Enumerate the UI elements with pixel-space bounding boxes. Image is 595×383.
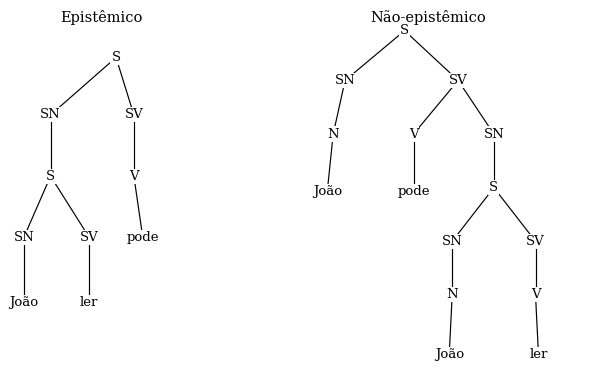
Text: V: V xyxy=(531,288,540,301)
Text: João: João xyxy=(435,348,464,361)
Text: N: N xyxy=(446,288,458,301)
Text: SN: SN xyxy=(484,128,504,141)
Text: SN: SN xyxy=(14,231,34,244)
Text: S: S xyxy=(400,24,409,37)
Text: João: João xyxy=(313,185,342,198)
Text: ler: ler xyxy=(80,296,98,309)
Text: SV: SV xyxy=(526,235,545,248)
Text: V: V xyxy=(409,128,418,141)
Text: Não-epistêmico: Não-epistêmico xyxy=(371,10,486,25)
Text: S: S xyxy=(111,51,121,64)
Text: S: S xyxy=(489,181,499,194)
Text: João: João xyxy=(10,296,38,309)
Text: S: S xyxy=(46,170,55,183)
Text: SV: SV xyxy=(80,231,99,244)
Text: V: V xyxy=(129,170,139,183)
Text: pode: pode xyxy=(397,185,430,198)
Text: SV: SV xyxy=(449,74,468,87)
Text: ler: ler xyxy=(530,348,547,361)
Text: SV: SV xyxy=(124,108,143,121)
Text: N: N xyxy=(327,128,339,141)
Text: pode: pode xyxy=(127,231,159,244)
Text: SN: SN xyxy=(335,74,355,87)
Text: Epistêmico: Epistêmico xyxy=(60,10,142,25)
Text: SN: SN xyxy=(442,235,462,248)
Text: SN: SN xyxy=(40,108,61,121)
